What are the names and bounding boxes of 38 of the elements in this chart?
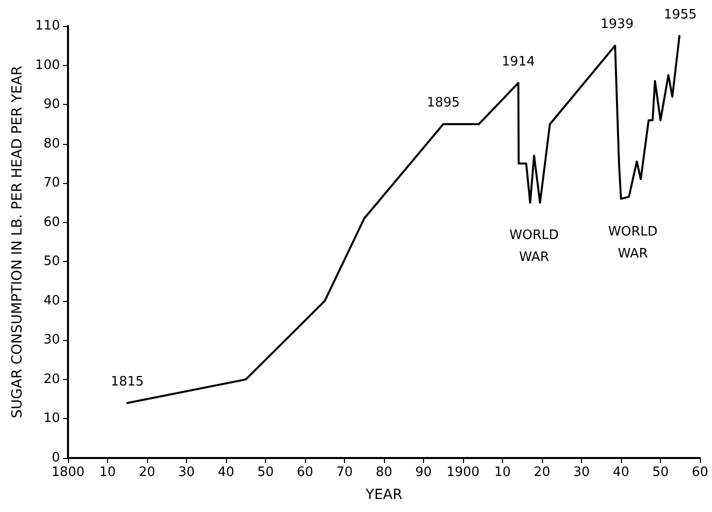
annotation: 1914 [502, 54, 535, 70]
x-tick-label: 60 [692, 465, 708, 480]
annotation: WORLD WAR [509, 228, 559, 266]
x-tick-label: 40 [218, 465, 234, 480]
x-tick-label: 10 [99, 465, 116, 480]
annotation: 1955 [664, 7, 697, 22]
y-tick-label: 90 [43, 97, 60, 112]
y-tick-label: 80 [43, 136, 60, 152]
y-tick-label: 20 [43, 372, 60, 387]
y-axis-title: SUGAR CONSUMPTION IN LB. PER HEAD PER YEAR [9, 66, 26, 418]
x-tick-label: 60 [296, 465, 314, 480]
annotation: WORLD WAR [608, 224, 658, 262]
y-tick-label: 70 [43, 176, 60, 191]
x-axis-title: YEAR [364, 487, 403, 503]
y-tick-label: 100 [35, 58, 60, 73]
x-tick-label: 30 [178, 465, 195, 480]
y-tick-label: 60 [43, 214, 60, 230]
x-tick-label: 90 [415, 465, 432, 480]
annotation: 1939 [600, 17, 634, 32]
x-tick-label: 50 [652, 465, 669, 480]
annotation: 1815 [110, 374, 144, 390]
x-tick-label: 50 [257, 465, 274, 480]
y-tick-label: 110 [35, 18, 60, 34]
x-tick-label: 1800 [51, 465, 85, 480]
y-tick-label: 0 [52, 450, 60, 466]
x-tick-label: 80 [376, 465, 392, 480]
x-tick-label: 30 [573, 465, 590, 480]
y-tick-label: 30 [43, 332, 60, 348]
x-tick-label: 1900 [446, 465, 480, 480]
x-tick-label: 10 [494, 465, 511, 480]
annotation: 1895 [426, 96, 460, 111]
x-tick-label: 20 [138, 465, 156, 480]
y-tick-label: 40 [43, 293, 60, 308]
y-tick-label: 10 [43, 411, 60, 426]
y-tick-label: 50 [43, 254, 60, 270]
x-tick-label: 40 [612, 465, 630, 480]
x-tick-label: 20 [534, 465, 550, 480]
x-tick-label: 70 [336, 465, 353, 480]
